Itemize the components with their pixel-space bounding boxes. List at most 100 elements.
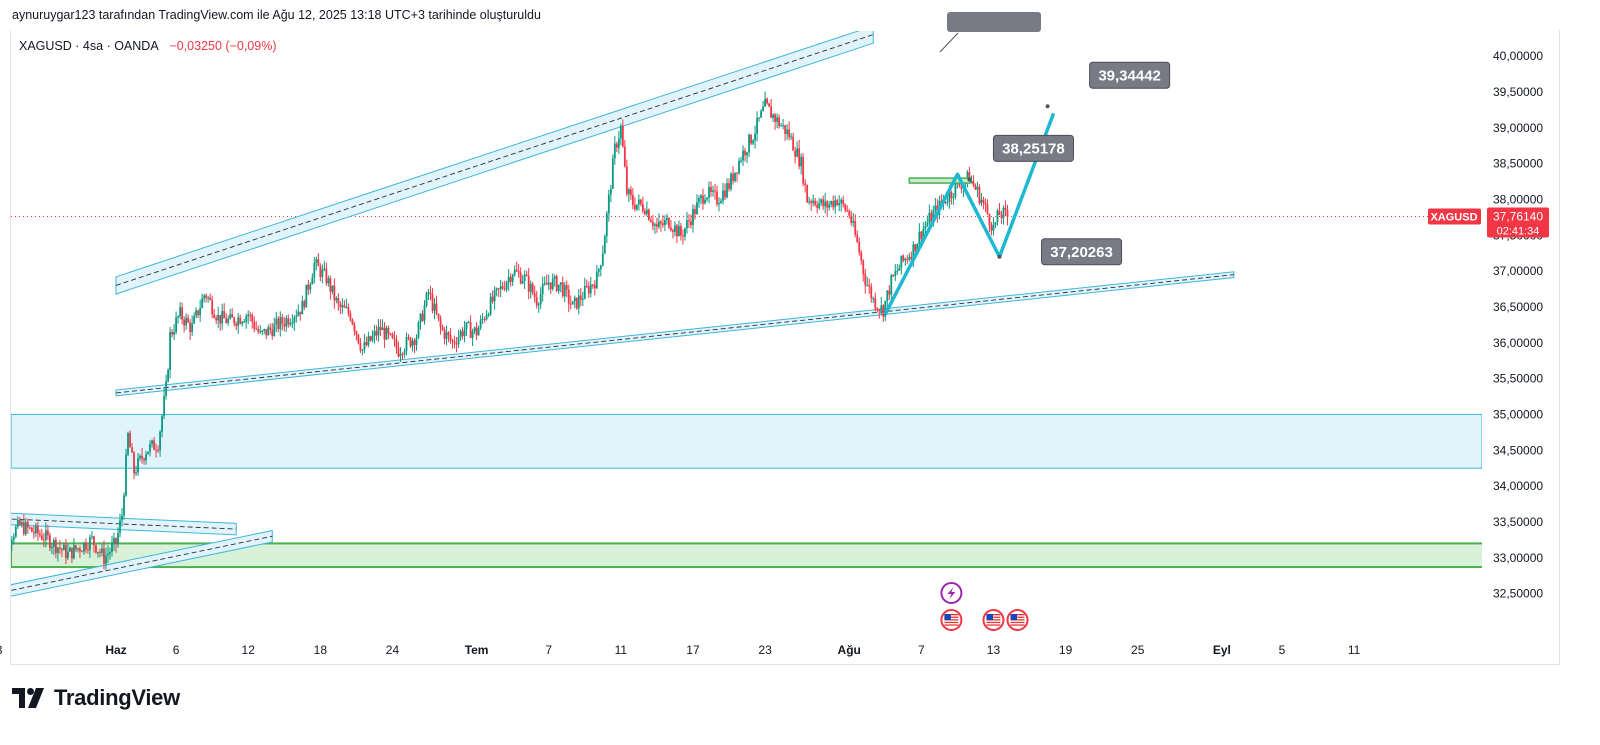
- candle: [982, 196, 985, 210]
- candle: [109, 547, 111, 560]
- candle: [329, 275, 332, 300]
- candle: [908, 252, 911, 262]
- candle: [273, 317, 276, 337]
- candle: [313, 256, 316, 284]
- candle-body: [99, 551, 101, 553]
- lightning-icon: [947, 587, 956, 599]
- candle-body: [189, 322, 192, 333]
- candle: [984, 198, 987, 212]
- candle-body: [1002, 208, 1005, 219]
- candle-body: [585, 285, 588, 287]
- candle-body: [860, 252, 863, 261]
- us-flag-event-icon[interactable]: [940, 609, 963, 631]
- candle: [656, 217, 658, 233]
- candle-body: [65, 544, 67, 559]
- candle: [489, 292, 492, 316]
- candle: [730, 172, 732, 192]
- candle-body: [377, 326, 380, 336]
- candle-body: [335, 298, 338, 301]
- candle: [123, 492, 125, 520]
- candle: [507, 269, 510, 291]
- candle-body: [507, 276, 510, 283]
- candle-body: [858, 242, 861, 253]
- candle: [473, 326, 476, 335]
- candle-body: [551, 278, 554, 290]
- candle-body: [519, 272, 522, 284]
- candle-body: [852, 220, 855, 223]
- candle-body: [89, 537, 91, 550]
- candle: [487, 312, 490, 318]
- candle-body: [653, 224, 656, 226]
- candle-body: [567, 289, 570, 304]
- us-flag-event-icon[interactable]: [1006, 609, 1029, 631]
- candle: [794, 146, 797, 164]
- candle: [541, 276, 544, 302]
- candle: [519, 267, 522, 285]
- candle: [738, 157, 740, 176]
- candle: [147, 451, 149, 455]
- candle-body: [846, 210, 849, 212]
- candle: [980, 193, 983, 207]
- candle-body: [722, 190, 724, 201]
- candle: [367, 331, 370, 348]
- y-tick-label: 33,00000: [1493, 551, 1543, 565]
- candle: [898, 264, 901, 271]
- candle: [836, 198, 839, 207]
- us-flag-event-icon[interactable]: [982, 609, 1005, 631]
- candle: [239, 314, 242, 325]
- candle: [978, 184, 981, 205]
- candle-body: [117, 532, 119, 545]
- candle-body: [834, 200, 837, 208]
- candle-body: [383, 327, 386, 340]
- candle: [523, 270, 526, 290]
- candle: [223, 303, 226, 319]
- candle: [537, 302, 540, 313]
- candle: [988, 213, 991, 233]
- candle: [363, 333, 366, 354]
- candle-body: [1004, 208, 1007, 210]
- candle-body: [716, 191, 718, 205]
- candle: [403, 348, 406, 359]
- candle: [647, 208, 650, 221]
- candle: [910, 251, 913, 262]
- candle: [792, 132, 795, 151]
- candle: [680, 222, 682, 241]
- candle-body: [12, 536, 15, 540]
- candle: [129, 430, 131, 448]
- candle-body: [828, 204, 831, 208]
- candle-body: [159, 431, 161, 451]
- candle: [383, 322, 386, 348]
- candle: [666, 213, 668, 225]
- candle-body: [868, 285, 871, 287]
- candle-body: [978, 187, 981, 204]
- candle: [822, 195, 825, 210]
- candle: [583, 277, 586, 300]
- candle-body: [133, 452, 135, 474]
- candle-body: [718, 203, 720, 205]
- candle-body: [233, 317, 236, 324]
- price-label-box: [1089, 61, 1171, 89]
- tradingview-logo[interactable]: TradingView: [12, 684, 180, 712]
- candle: [75, 544, 77, 552]
- lightning-event-icon[interactable]: [940, 582, 963, 604]
- candle: [297, 304, 300, 317]
- candle-body: [946, 202, 949, 204]
- candle: [744, 147, 746, 162]
- candle-body: [361, 349, 364, 351]
- candle-body: [569, 303, 572, 305]
- candle: [395, 335, 398, 354]
- candle-body: [702, 195, 704, 204]
- candle: [954, 182, 957, 200]
- candle-body: [185, 317, 188, 326]
- candle-body: [235, 323, 238, 326]
- candle: [305, 284, 308, 308]
- candle: [391, 332, 394, 340]
- label-anchor-dot: [997, 254, 1002, 259]
- candle-body: [876, 308, 879, 310]
- candle: [810, 199, 813, 211]
- candle-body: [738, 160, 740, 174]
- candle: [864, 269, 867, 294]
- candle-body: [221, 311, 224, 324]
- candle: [385, 325, 388, 341]
- price-chart[interactable]: 38,25178 37,20263 39,34442 40,00000 39,5000…: [0, 0, 1600, 680]
